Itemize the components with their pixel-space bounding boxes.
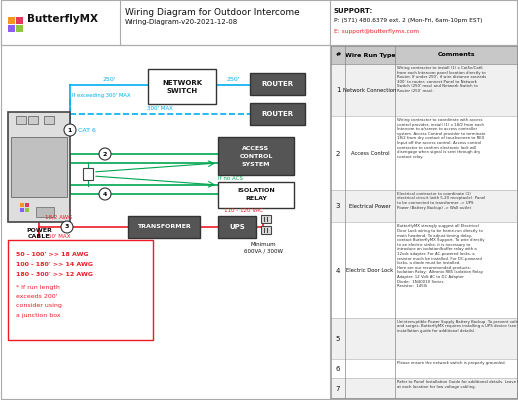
Text: Minimum: Minimum: [250, 242, 276, 248]
Text: P: (571) 480.6379 ext. 2 (Mon-Fri, 6am-10pm EST): P: (571) 480.6379 ext. 2 (Mon-Fri, 6am-1…: [334, 18, 482, 23]
Text: 250': 250': [102, 77, 116, 82]
Bar: [1, 0, 517, 45]
Bar: [11, 137, 67, 197]
Text: 50 - 100' >> 18 AWG: 50 - 100' >> 18 AWG: [16, 252, 89, 256]
Text: Electric Door Lock: Electric Door Lock: [347, 268, 394, 273]
Text: Wiring contractor to install (1) x Cat5e/Cat6
from each Intercom panel location : Wiring contractor to install (1) x Cat5e…: [397, 66, 486, 93]
Bar: [218, 182, 294, 208]
Text: CONTROL: CONTROL: [239, 154, 272, 158]
Text: 6: 6: [336, 366, 340, 372]
Bar: [331, 222, 517, 318]
Circle shape: [64, 124, 76, 136]
Bar: [148, 69, 216, 104]
Text: Wiring Diagram for Outdoor Intercome: Wiring Diagram for Outdoor Intercome: [125, 8, 300, 17]
Bar: [16, 116, 26, 124]
Bar: [25, 203, 29, 207]
Text: ButterflyMX strongly suggest all Electrical
Door Lock wiring to be home-run dire: ButterflyMX strongly suggest all Electri…: [397, 224, 484, 288]
Bar: [83, 168, 93, 180]
Circle shape: [99, 148, 111, 160]
Bar: [16, 17, 23, 24]
Bar: [128, 216, 200, 238]
Text: NETWORK: NETWORK: [162, 80, 202, 86]
Text: 180 - 300' >> 12 AWG: 180 - 300' >> 12 AWG: [16, 272, 93, 276]
Text: If no ACS: If no ACS: [218, 176, 243, 182]
Text: 3: 3: [65, 224, 69, 230]
Bar: [261, 215, 271, 223]
Text: a junction box: a junction box: [16, 312, 61, 318]
Text: SYSTEM: SYSTEM: [242, 162, 270, 166]
Text: Wiring-Diagram-v20-2021-12-08: Wiring-Diagram-v20-2021-12-08: [125, 19, 238, 25]
Bar: [8, 112, 70, 222]
Text: ROUTER: ROUTER: [261, 81, 293, 87]
Bar: [261, 226, 271, 234]
Bar: [44, 116, 54, 124]
Bar: [331, 359, 517, 378]
Text: 18/2 AWG: 18/2 AWG: [45, 214, 73, 220]
Text: POWER: POWER: [26, 228, 52, 232]
Text: exceeds 200': exceeds 200': [16, 294, 57, 300]
Text: 5: 5: [336, 336, 340, 342]
Text: 300' MAX: 300' MAX: [147, 106, 173, 111]
Text: Network Connection: Network Connection: [343, 88, 397, 92]
Bar: [8, 17, 15, 24]
Bar: [331, 378, 517, 398]
Text: E: support@butterflymx.com: E: support@butterflymx.com: [334, 29, 419, 34]
Bar: [36, 207, 54, 217]
Text: 600VA / 300W: 600VA / 300W: [243, 248, 282, 254]
Text: 110 - 120 VAC: 110 - 120 VAC: [224, 208, 263, 214]
Bar: [8, 25, 15, 32]
Text: UPS: UPS: [229, 224, 245, 230]
Text: 7: 7: [336, 386, 340, 392]
Bar: [16, 25, 23, 32]
Bar: [25, 208, 29, 212]
Text: * If run length: * If run length: [16, 286, 60, 290]
Bar: [331, 46, 517, 64]
Text: Please ensure the network switch is properly grounded.: Please ensure the network switch is prop…: [397, 361, 506, 365]
Bar: [20, 203, 24, 207]
Bar: [8, 240, 153, 340]
Bar: [331, 116, 517, 190]
Text: ISOLATION: ISOLATION: [237, 188, 275, 194]
Text: 1: 1: [336, 87, 340, 93]
Text: Wire Run Type: Wire Run Type: [344, 52, 395, 58]
Circle shape: [99, 188, 111, 200]
Text: ACCESS: ACCESS: [242, 146, 269, 150]
Text: TRANSFORMER: TRANSFORMER: [137, 224, 191, 230]
Text: Refer to Panel Installation Guide for additional details. Leave 6' service loop
: Refer to Panel Installation Guide for ad…: [397, 380, 518, 389]
Bar: [218, 137, 294, 175]
Text: Access Control: Access Control: [351, 151, 390, 156]
Bar: [331, 64, 517, 116]
Text: 250': 250': [226, 77, 240, 82]
Bar: [218, 216, 256, 238]
Bar: [20, 208, 24, 212]
Circle shape: [61, 221, 73, 233]
Text: Wiring contractor to coordinate with access
control provider, install (1) x 18/2: Wiring contractor to coordinate with acc…: [397, 118, 485, 159]
Text: consider using: consider using: [16, 304, 62, 308]
Text: ButterflyMX: ButterflyMX: [27, 14, 98, 24]
Bar: [331, 190, 517, 222]
Text: CAT 6: CAT 6: [78, 128, 96, 132]
Text: 3: 3: [336, 203, 340, 209]
Text: 4: 4: [336, 268, 340, 274]
Text: RELAY: RELAY: [245, 196, 267, 202]
Text: Electrical contractor to coordinate (1)
electrical circuit (with 5-20 receptacle: Electrical contractor to coordinate (1) …: [397, 192, 485, 210]
Text: 2: 2: [336, 151, 340, 157]
Text: If exceeding 300' MAX: If exceeding 300' MAX: [72, 92, 131, 98]
Bar: [28, 116, 38, 124]
Bar: [250, 103, 305, 125]
Text: #: #: [335, 52, 341, 58]
Bar: [250, 73, 305, 95]
Text: 2: 2: [103, 152, 107, 156]
Text: Comments: Comments: [437, 52, 475, 58]
Text: 50' MAX: 50' MAX: [48, 234, 70, 240]
Text: ROUTER: ROUTER: [261, 111, 293, 117]
Text: CABLE: CABLE: [28, 234, 50, 238]
Text: 1: 1: [68, 128, 72, 132]
Text: SUPPORT:: SUPPORT:: [334, 8, 373, 14]
Text: SWITCH: SWITCH: [166, 88, 197, 94]
Text: 100 - 180' >> 14 AWG: 100 - 180' >> 14 AWG: [16, 262, 93, 266]
Text: Uninterruptible Power Supply Battery Backup. To prevent voltage drops
and surges: Uninterruptible Power Supply Battery Bac…: [397, 320, 518, 333]
Text: Electrical Power: Electrical Power: [349, 204, 391, 209]
Text: 4: 4: [103, 192, 107, 196]
Bar: [331, 318, 517, 359]
